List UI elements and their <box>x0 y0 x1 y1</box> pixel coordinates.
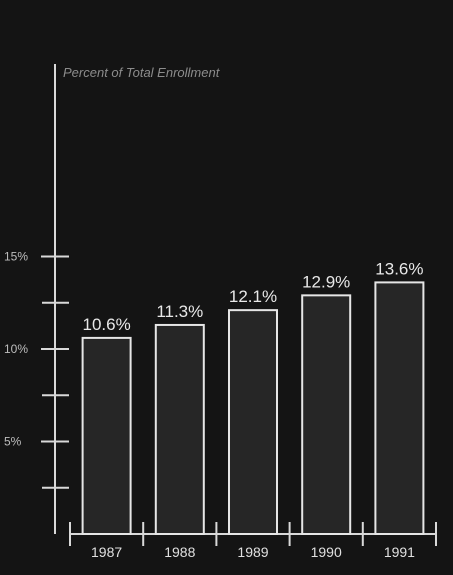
y-tick-label: 10% <box>4 342 28 356</box>
bar-1988 <box>154 323 205 536</box>
y-axis-title: Percent of Total Enrollment <box>63 65 221 80</box>
data-label: 12.1% <box>229 287 277 306</box>
bar-1990 <box>301 294 352 535</box>
x-tick-label: 1987 <box>91 544 122 560</box>
x-tick-label: 1988 <box>164 544 195 560</box>
data-label: 13.6% <box>375 259 423 278</box>
y-tick-label: 15% <box>4 250 28 264</box>
x-tick-label: 1989 <box>237 544 268 560</box>
bar-1989 <box>228 309 278 535</box>
x-tick-label: 1991 <box>384 544 415 560</box>
data-labels: 10.6% 11.3% 12.1% 12.9% 13.6% <box>82 259 423 334</box>
y-axis: 5% 10% 15% <box>4 64 69 534</box>
y-tick-label: 5% <box>4 435 22 449</box>
data-label: 11.3% <box>156 302 203 321</box>
data-label: 12.9% <box>302 272 350 291</box>
x-axis: 1987 1988 1989 1990 1991 <box>69 522 437 560</box>
bars <box>81 281 425 536</box>
bar-1991 <box>374 281 425 535</box>
bar-1987 <box>81 336 132 535</box>
data-label: 10.6% <box>82 315 130 334</box>
x-tick-label: 1990 <box>311 544 342 560</box>
